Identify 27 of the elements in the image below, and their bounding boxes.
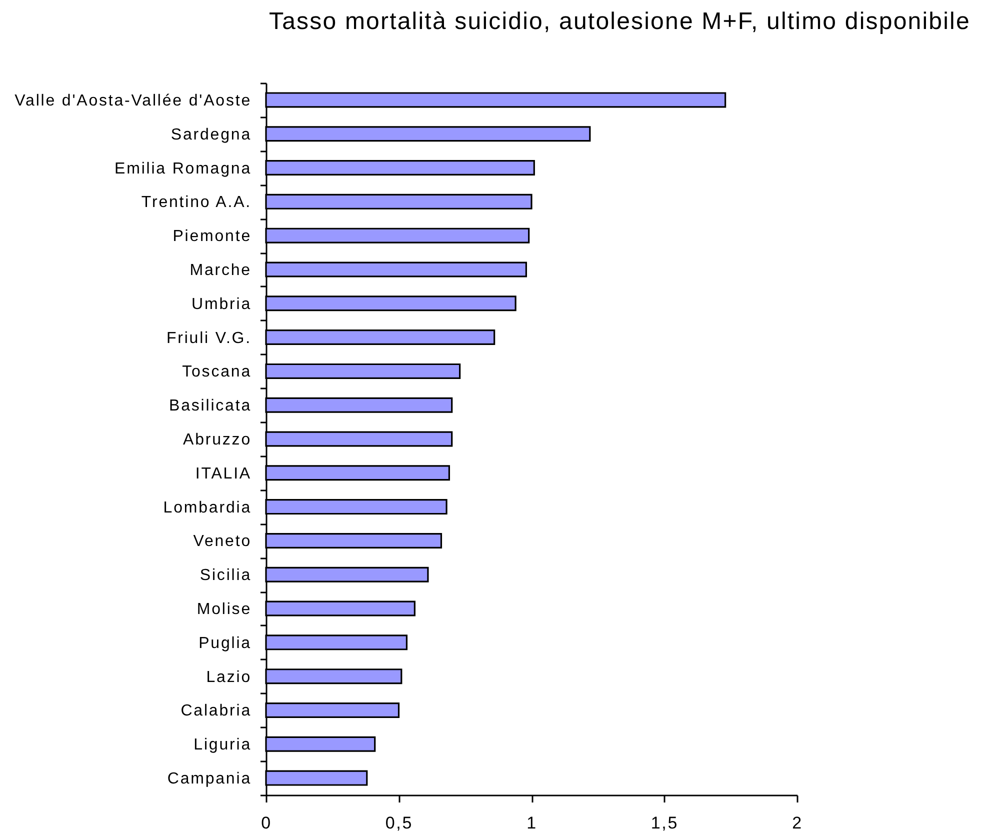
y-tick-label: Piemonte xyxy=(172,228,252,246)
y-tick-label: Umbria xyxy=(192,296,252,313)
y-tick-label: Molise xyxy=(196,601,252,618)
x-tick-label: 1,5 xyxy=(650,814,679,832)
y-tick-label: Friuli V.G. xyxy=(166,330,252,347)
y-tick-label: Basilicata xyxy=(169,398,252,415)
y-tick-label: Campania xyxy=(167,770,252,788)
y-tick-label: Marche xyxy=(190,262,252,279)
y-tick-label: Veneto xyxy=(193,533,252,550)
y-tick-label: Calabria xyxy=(180,702,252,720)
y-tick-label: Abruzzo xyxy=(183,432,252,448)
x-tick-label: 2 xyxy=(792,814,803,832)
y-tick-label: Puglia xyxy=(198,634,252,652)
y-tick-label: Sicilia xyxy=(200,567,252,584)
x-tick-label: 0 xyxy=(261,814,272,832)
chart-title: Tasso mortalità suicidio, autolesione M+F, ultimo disponibile xyxy=(269,8,970,35)
y-tick-label: ITALIA xyxy=(195,465,252,482)
y-tick-label: Trentino A.A. xyxy=(141,194,252,212)
y-tick-label: Lombardia xyxy=(163,499,252,516)
y-tick-label: Valle d'Aosta-Vallée d'Aoste xyxy=(14,92,252,110)
y-tick-label: Toscana xyxy=(182,364,252,381)
y-tick-label: Lazio xyxy=(206,668,252,686)
x-tick-label: 1 xyxy=(526,814,538,832)
y-tick-label: Emilia Romagna xyxy=(114,160,252,178)
x-tick-label: 0,5 xyxy=(385,814,414,832)
y-tick-label: Liguria xyxy=(194,736,252,754)
y-tick-label: Sardegna xyxy=(170,126,252,144)
